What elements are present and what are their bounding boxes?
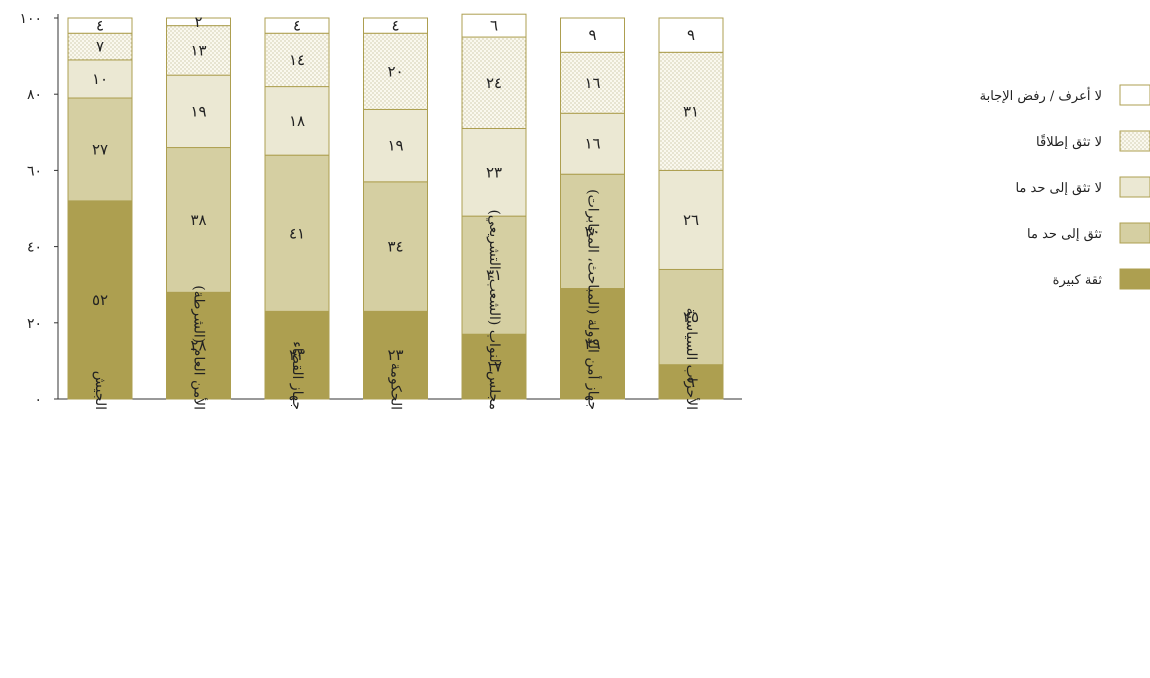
legend-swatch (1119, 130, 1150, 152)
bar-segment (264, 32, 330, 88)
x-category-label: الجيش (92, 371, 108, 410)
legend-label: لا أعرف / رفض الإجابة (980, 87, 1102, 104)
data-label: ٢٩ (584, 335, 600, 353)
bar-segment (560, 112, 625, 175)
bar-segment (67, 17, 133, 34)
bar-segment (658, 268, 724, 366)
bar-segment (363, 17, 428, 34)
data-label: ٩ (687, 373, 695, 391)
legend-swatch (1119, 84, 1150, 106)
data-label: ١٦ (584, 135, 600, 153)
x-category-label: مجلس النواب (الشعب، التشريعي) (486, 209, 502, 410)
data-label: ٤ (96, 17, 104, 35)
y-tick-label: ٤٠ (27, 240, 42, 256)
legend-label: تثق إلى حد ما (1027, 227, 1102, 242)
data-label: ١٤ (289, 51, 305, 69)
data-label: ٩ (588, 26, 596, 44)
bar-segment (560, 173, 625, 290)
data-label: ٣٨ (190, 211, 206, 229)
bar-segment (461, 127, 527, 217)
data-label: ٢٦ (683, 211, 699, 229)
data-label: ١٩ (190, 102, 206, 120)
bar-segment (264, 86, 330, 156)
data-label: ٢٨ (190, 337, 206, 355)
bar-segment (560, 17, 625, 53)
data-label: ٣١ (486, 266, 502, 284)
legend-swatch (1119, 268, 1150, 290)
bar-segment (166, 17, 231, 27)
data-label: ١٨ (289, 112, 305, 130)
x-category-label: الأمن العام (الشرطة) (191, 285, 209, 410)
data-label: ٢٧ (92, 140, 108, 158)
bar-segment (363, 32, 428, 110)
bar-segment (461, 13, 527, 38)
data-label: ٣١ (683, 102, 699, 120)
data-label: ٤ (391, 17, 399, 35)
bar-segment (363, 181, 428, 312)
legend-swatch (1119, 222, 1150, 244)
data-label: ٦ (490, 17, 498, 35)
data-label: ٢٠ (387, 62, 403, 80)
bar-segment (166, 25, 231, 76)
x-category-label: جهاز أمن الدولة (المباحث، المخابرات) (585, 189, 604, 410)
y-tick-label: ٦٠ (27, 163, 42, 179)
data-label: ٥٢ (92, 291, 108, 309)
category-labels: الجيش الأمن العام (الشرطة) جهاز القضاء الحك… (92, 189, 701, 410)
bar-segment (461, 333, 527, 400)
bars-group: ٥٢ ٢٧ ١٠ ٧ ٤ ٢٨ ٣٨ ١٩ ١٣ ٢ ٢٣ ٤١ ١٨ ١٤ ٤ ٢٣ ٣٤ ١٩ ٢٠ ٤ ١٧ ٣١ ٢… (67, 13, 724, 400)
x-category-label: جهاز القضاء (289, 341, 305, 410)
data-label: ٢٣ (486, 163, 502, 181)
data-label: ١٠ (92, 70, 108, 88)
x-category-label: الأحزاب السياسية (683, 308, 701, 410)
legend-label: لا تثق إلى حد ما (1015, 181, 1102, 196)
bar-segment (658, 51, 724, 171)
bar-segment (67, 97, 133, 202)
data-label: ٢٣ (387, 346, 403, 364)
data-label: ٢ (194, 13, 202, 31)
data-label: ٣٠ (584, 222, 600, 240)
data-label: ٢٤ (486, 74, 502, 92)
data-label: ١٦ (584, 74, 600, 92)
bar-segment (264, 310, 330, 400)
bar-segment (264, 17, 330, 34)
y-tick-label: ١٠٠ (19, 11, 42, 27)
y-tick-label: ٠ (34, 392, 42, 408)
legend-swatch (1119, 176, 1150, 198)
bar-segment (560, 51, 625, 114)
bar-segment (461, 215, 527, 335)
bar-segment (560, 288, 625, 400)
y-tick-label: ٢٠ (27, 316, 42, 332)
bar-segment (461, 36, 527, 129)
legend-label: لا تثق إطلاقًا (1036, 134, 1102, 150)
x-category-label: الحكومة (388, 363, 404, 410)
data-label: ٤ (293, 17, 301, 35)
data-label: ٣٤ (387, 238, 403, 256)
bar-segment (67, 200, 133, 400)
data-label: ٤١ (289, 224, 305, 242)
bar-segment (363, 108, 428, 183)
bar-segment (264, 154, 330, 312)
data-label: ٢٣ (289, 346, 305, 364)
bar-segment (67, 59, 133, 99)
bar-segment (166, 74, 231, 149)
data-label: ٩ (687, 26, 695, 44)
data-label: ١٣ (190, 41, 206, 59)
data-label: ١٩ (387, 137, 403, 155)
legend-label: ثقة كبيرة (1053, 273, 1103, 288)
data-label: ١٧ (486, 358, 502, 376)
data-label: ٢٥ (683, 308, 699, 326)
data-label: ٧ (96, 38, 104, 56)
bar-segment (658, 17, 724, 53)
y-tick-label: ٨٠ (27, 87, 42, 103)
legend: لا أعرف / رفض الإجابة لا تثق إطلاقًا لا تث… (980, 84, 1150, 290)
